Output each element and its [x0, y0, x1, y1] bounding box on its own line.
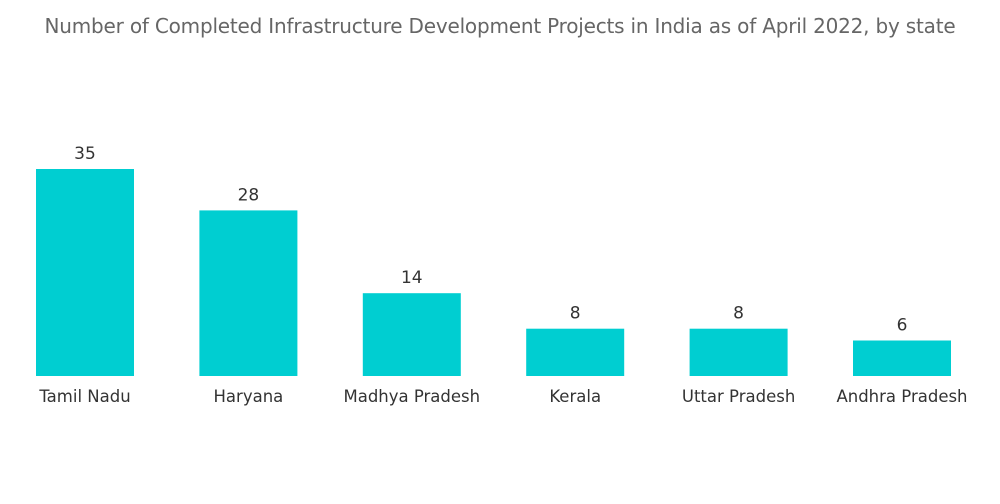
category-label-andhra-pradesh: Andhra Pradesh	[836, 387, 967, 406]
category-label-kerala: Kerala	[549, 387, 601, 406]
value-label-kerala: 8	[570, 304, 581, 324]
bar-tamil-nadu	[36, 169, 134, 376]
bar-andhra-pradesh	[853, 340, 951, 376]
bar-haryana	[199, 210, 298, 376]
category-label-madhya-pradesh: Madhya Pradesh	[343, 387, 480, 406]
value-label-tamil-nadu: 35	[74, 144, 96, 164]
category-label-tamil-nadu: Tamil Nadu	[38, 387, 130, 406]
category-label-uttar-pradesh: Uttar Pradesh	[682, 387, 795, 406]
bar-kerala	[526, 328, 625, 376]
value-labels-layer: 35 28 14 8 8 6	[74, 144, 907, 336]
category-labels-layer: Tamil Nadu Haryana Madhya Pradesh Kerala Utt…	[38, 387, 967, 406]
value-label-andhra-pradesh: 6	[897, 316, 908, 336]
value-label-haryana: 28	[238, 185, 260, 205]
category-label-haryana: Haryana	[214, 387, 284, 406]
bar-uttar-pradesh	[689, 328, 788, 376]
chart-title: Number of Completed Infrastructure Devel…	[44, 14, 956, 38]
bar-madhya-pradesh	[362, 293, 461, 376]
bars-layer	[36, 169, 951, 376]
value-label-uttar-pradesh: 8	[733, 304, 744, 324]
value-label-madhya-pradesh: 14	[401, 268, 423, 288]
